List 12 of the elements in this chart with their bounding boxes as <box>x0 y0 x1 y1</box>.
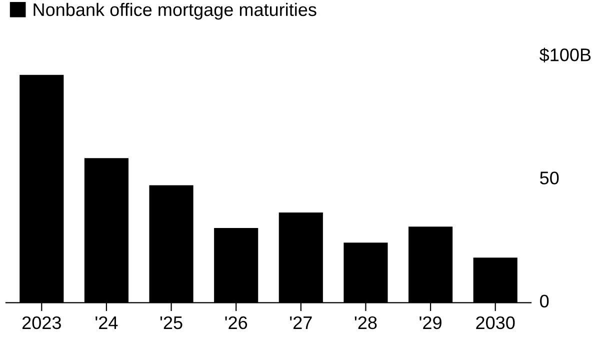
x-tick-label: '28 <box>354 316 377 330</box>
x-tick-label: '25 <box>160 316 182 330</box>
x-tick-label: '26 <box>225 316 248 330</box>
x-tick-label: 2030 <box>476 316 515 330</box>
x-tick-label: '27 <box>290 316 312 329</box>
x-tick-label: '24 <box>96 316 118 329</box>
x-tick-label: 2023 <box>22 316 61 330</box>
y-tick-label: 50 <box>540 172 559 184</box>
y-tick-label: $100B <box>540 48 591 62</box>
y-tick-label: 0 <box>540 294 549 308</box>
x-tick-label: '29 <box>420 316 442 330</box>
legend-label: Nonbank office mortgage maturities <box>34 2 316 20</box>
